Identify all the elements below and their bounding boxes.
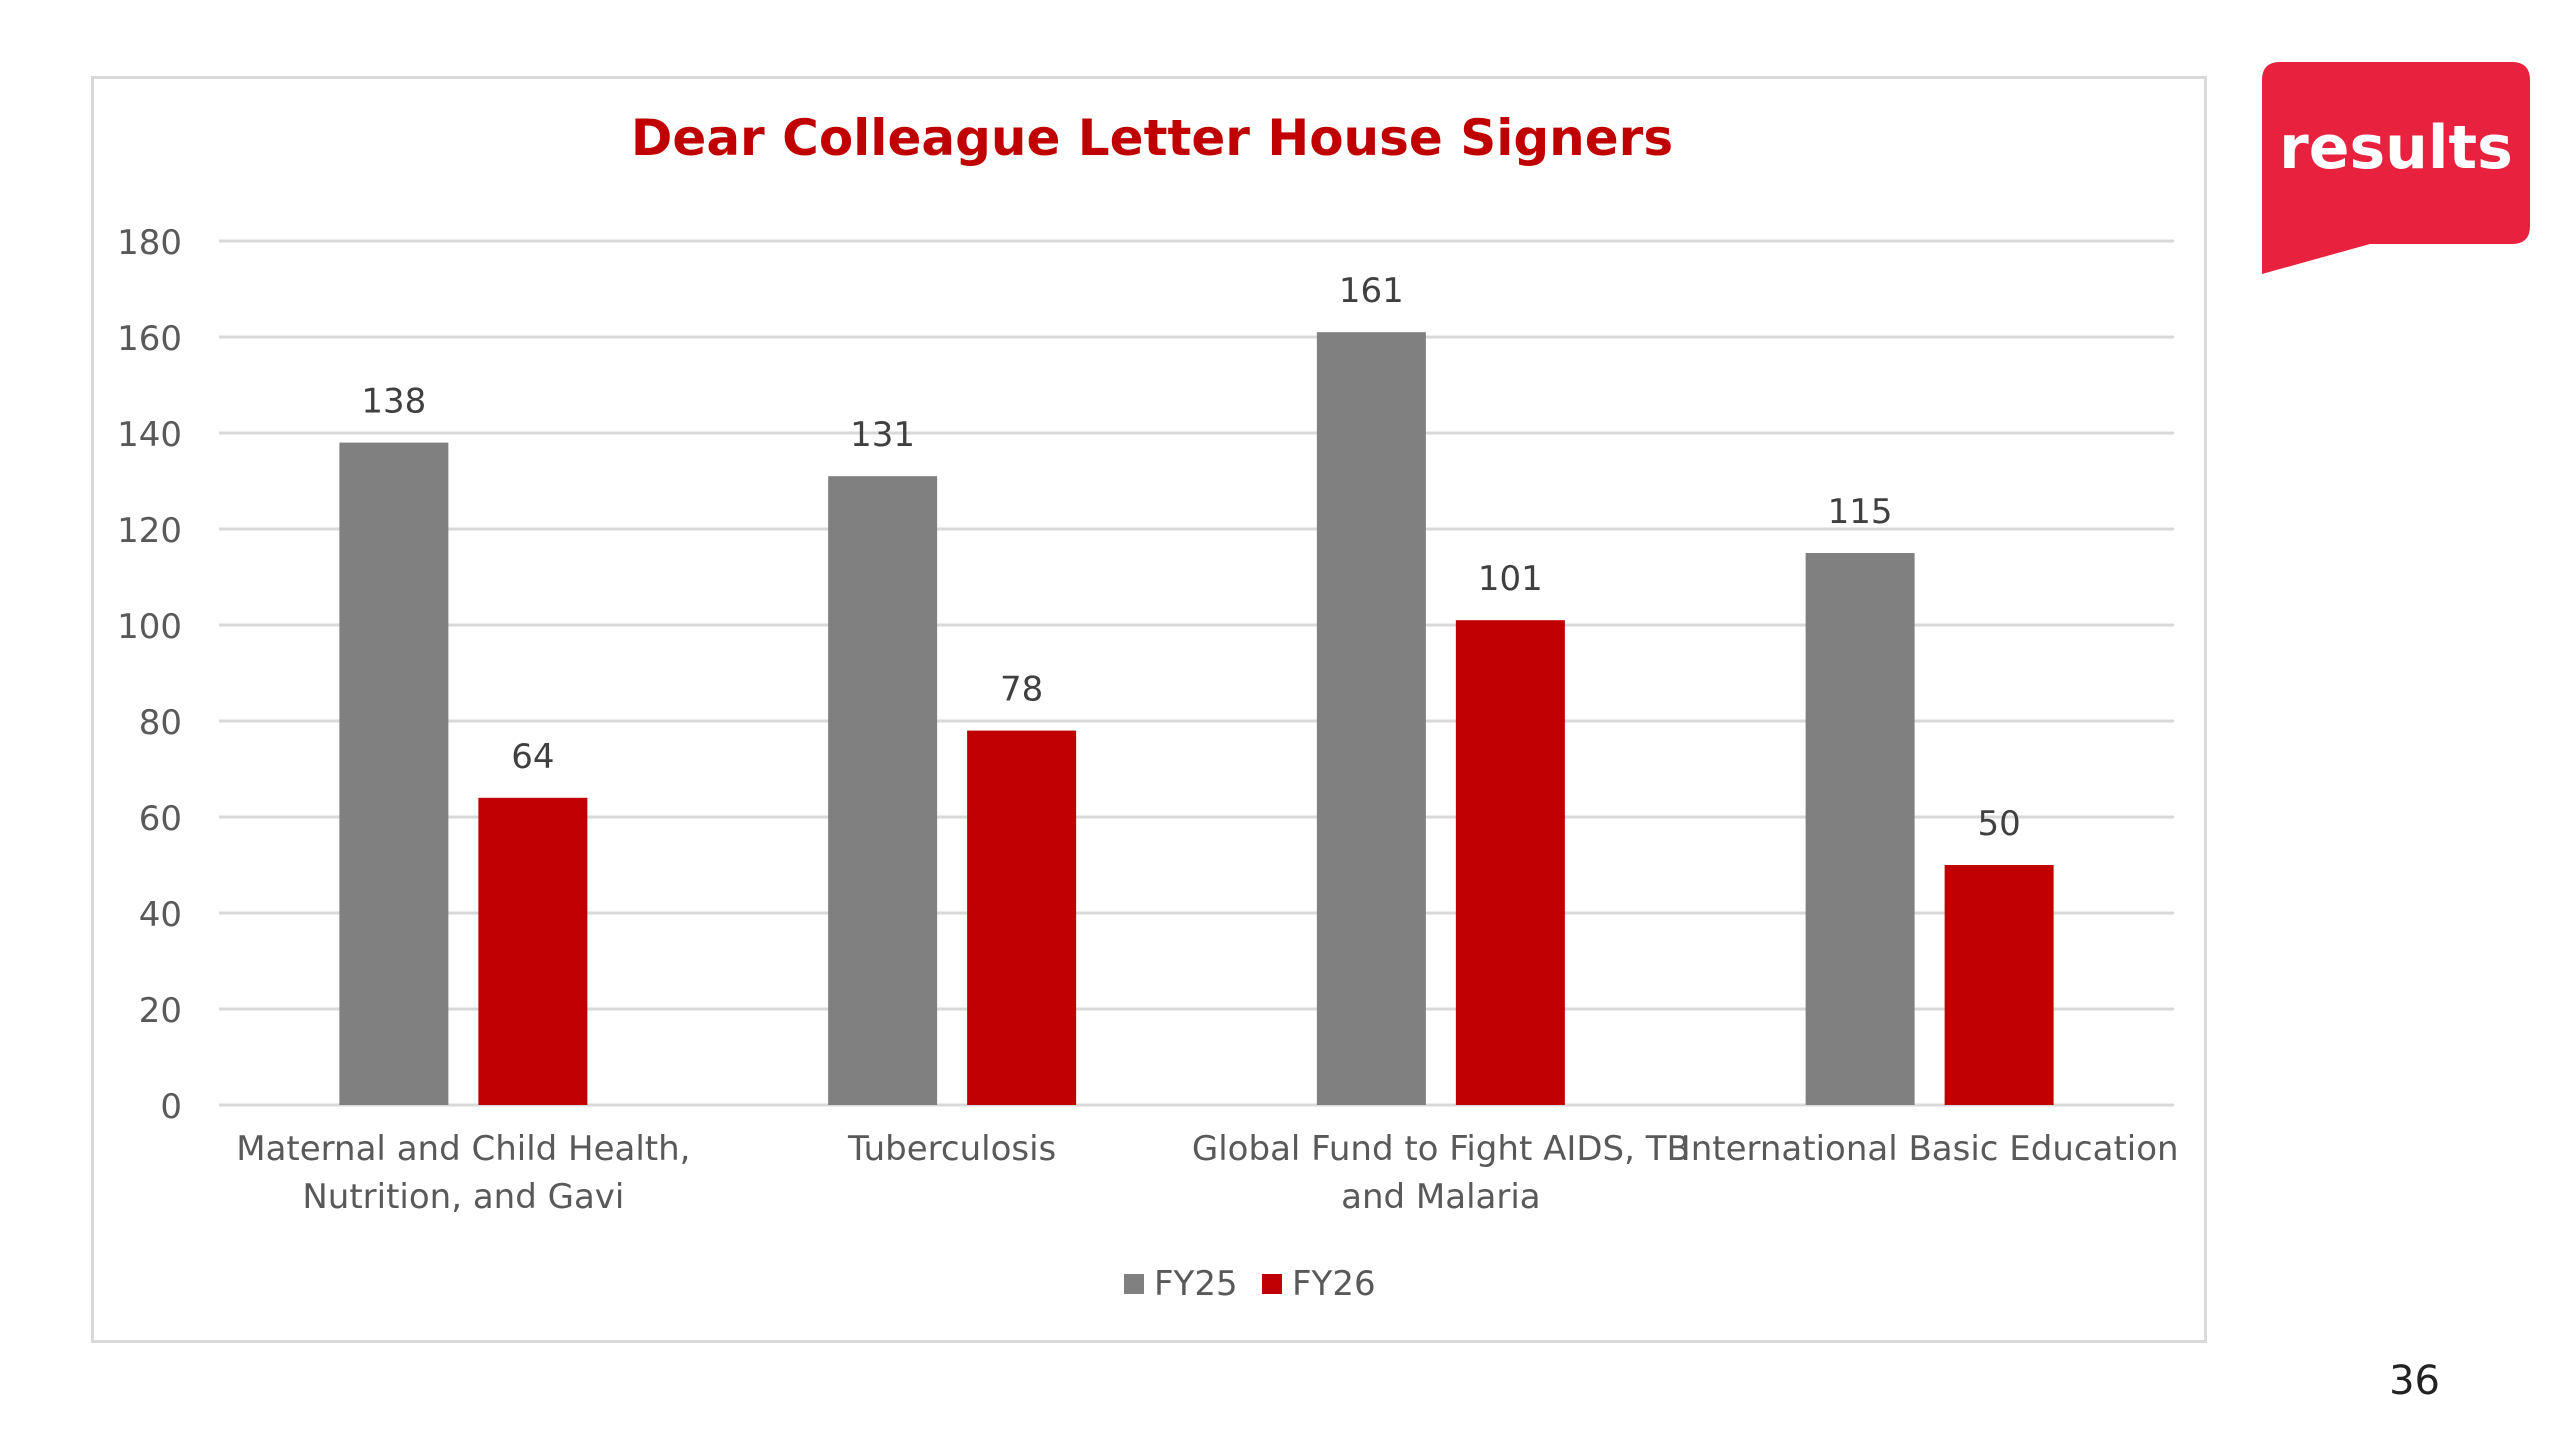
data-labels: 138 64 131 78 161 101 115 50: [361, 271, 2020, 844]
y-tick-label: 20: [139, 991, 182, 1031]
y-tick-label: 100: [117, 607, 182, 647]
category-label: Tuberculosis: [847, 1129, 1056, 1169]
y-axis-ticks: 0 20 40 60 80 100 120 140 160 180: [117, 223, 182, 1127]
results-logo: results: [2262, 62, 2530, 274]
chart-title: Dear Colleague Letter House Signers: [631, 109, 1673, 167]
logo-wordmark: results: [2279, 113, 2513, 183]
bar-fy25-2: [1316, 332, 1426, 1105]
legend-label-fy26: FY26: [1292, 1264, 1376, 1304]
y-tick-label: 140: [117, 415, 182, 455]
data-label: 138: [361, 382, 426, 422]
bar-chart: Dear Colleague Letter House Signers 0 20 4…: [117, 109, 2178, 1304]
y-tick-label: 120: [117, 511, 182, 551]
legend-swatch-fy26: [1262, 1274, 1282, 1294]
speech-bubble-icon: [2262, 62, 2530, 274]
page-number: 36: [2389, 1358, 2440, 1404]
chart-frame: Dear Colleague Letter House Signers 0 20 4…: [91, 76, 2207, 1343]
category-label: Global Fund to Fight AIDS, TB: [1192, 1129, 1690, 1169]
category-label: Nutrition, and Gavi: [302, 1177, 624, 1217]
category-label: Maternal and Child Health,: [236, 1129, 690, 1169]
data-label: 101: [1478, 559, 1543, 599]
data-label: 50: [1977, 804, 2020, 844]
y-tick-label: 80: [139, 703, 182, 743]
data-label: 161: [1339, 271, 1404, 311]
bars: [339, 332, 2054, 1106]
y-tick-label: 60: [139, 799, 182, 839]
legend-label-fy25: FY25: [1154, 1264, 1238, 1304]
bar-fy26-2: [1455, 620, 1565, 1105]
data-label: 131: [850, 415, 915, 455]
category-label: International Basic Education: [1681, 1129, 2179, 1169]
category-label: and Malaria: [1341, 1177, 1540, 1217]
y-tick-label: 160: [117, 319, 182, 359]
data-label: 64: [511, 737, 554, 777]
bar-fy26-3: [1944, 865, 2054, 1105]
bar-fy25-3: [1805, 553, 1915, 1105]
bar-fy26-1: [967, 730, 1077, 1105]
y-tick-label: 180: [117, 223, 182, 263]
bar-fy25-1: [828, 476, 938, 1105]
bar-fy26-0: [478, 797, 588, 1105]
y-tick-label: 40: [139, 895, 182, 935]
bar-fy25-0: [339, 442, 449, 1106]
legend: FY25 FY26: [1124, 1264, 1376, 1304]
y-tick-label: 0: [160, 1087, 182, 1127]
data-label: 78: [1000, 670, 1043, 710]
data-label: 115: [1828, 492, 1893, 532]
category-labels: Maternal and Child Health, Nutrition, and…: [236, 1129, 2178, 1217]
legend-swatch-fy25: [1124, 1274, 1144, 1294]
